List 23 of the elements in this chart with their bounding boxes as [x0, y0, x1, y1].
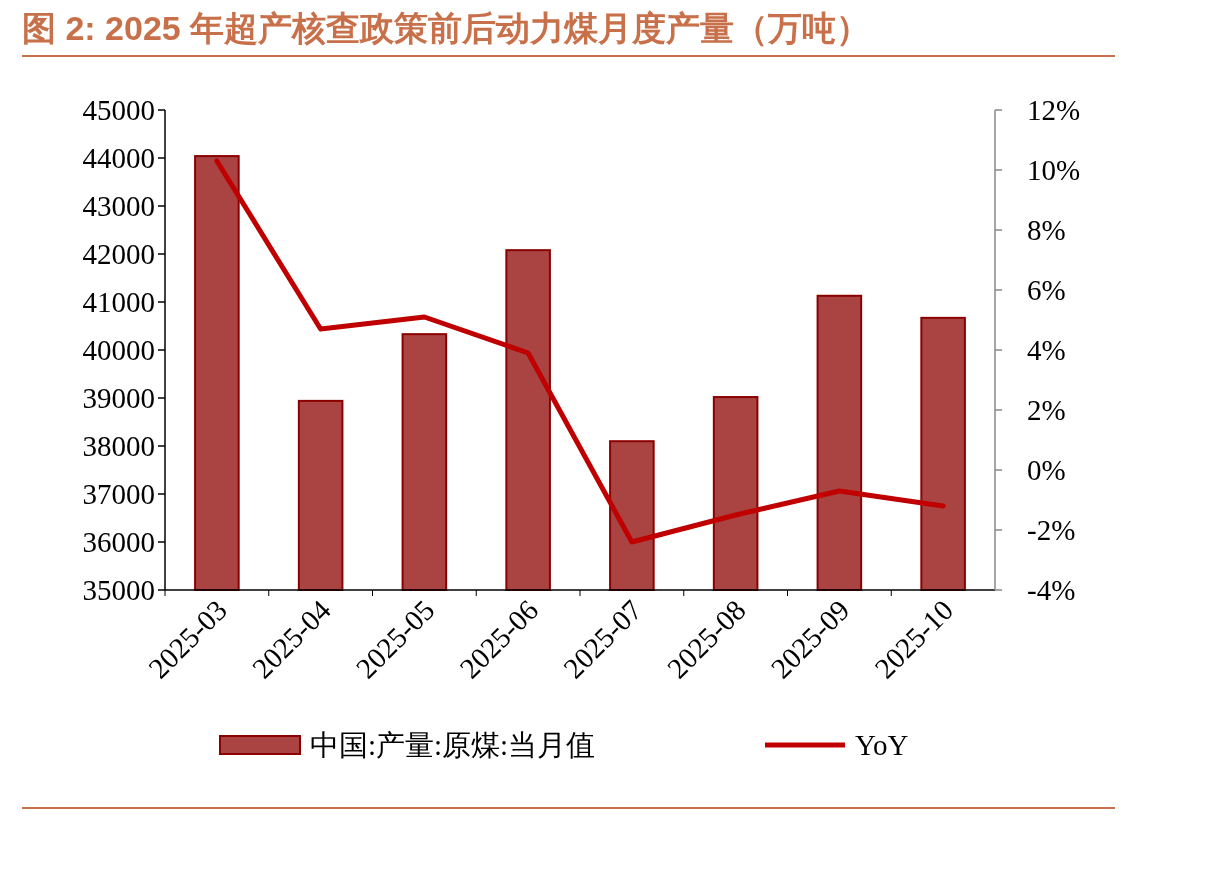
y2-tick-label: 10%: [1027, 154, 1081, 186]
y2-tick-label: 4%: [1027, 334, 1066, 366]
y-tick-label: 44000: [82, 142, 155, 174]
y-tick-label: 43000: [82, 190, 155, 222]
y-tick-label: 40000: [82, 334, 155, 366]
y2-tick-label: -2%: [1027, 514, 1076, 546]
legend-label: 中国:产量:原煤:当月值: [310, 729, 596, 761]
y-tick-label: 38000: [82, 430, 155, 462]
y2-tick-label: 12%: [1027, 94, 1081, 126]
y2-tick-label: 0%: [1027, 454, 1066, 486]
y-tick-label: 42000: [82, 238, 155, 270]
y2-tick-label: -4%: [1027, 574, 1076, 606]
y2-tick-label: 8%: [1027, 214, 1066, 246]
y2-tick-label: 2%: [1027, 394, 1066, 426]
y-tick-label: 36000: [82, 526, 155, 558]
y-tick-label: 37000: [82, 478, 155, 510]
y-tick-label: 39000: [82, 382, 155, 414]
y2-tick-label: 6%: [1027, 274, 1066, 306]
legend-label: YoY: [855, 729, 909, 761]
y-tick-label: 35000: [82, 574, 155, 606]
chart-title: 图 2: 2025 年超产核查政策前后动力煤月度产量（万吨）: [22, 9, 871, 47]
y-tick-label: 45000: [82, 94, 155, 126]
y-tick-label: 41000: [82, 286, 155, 318]
